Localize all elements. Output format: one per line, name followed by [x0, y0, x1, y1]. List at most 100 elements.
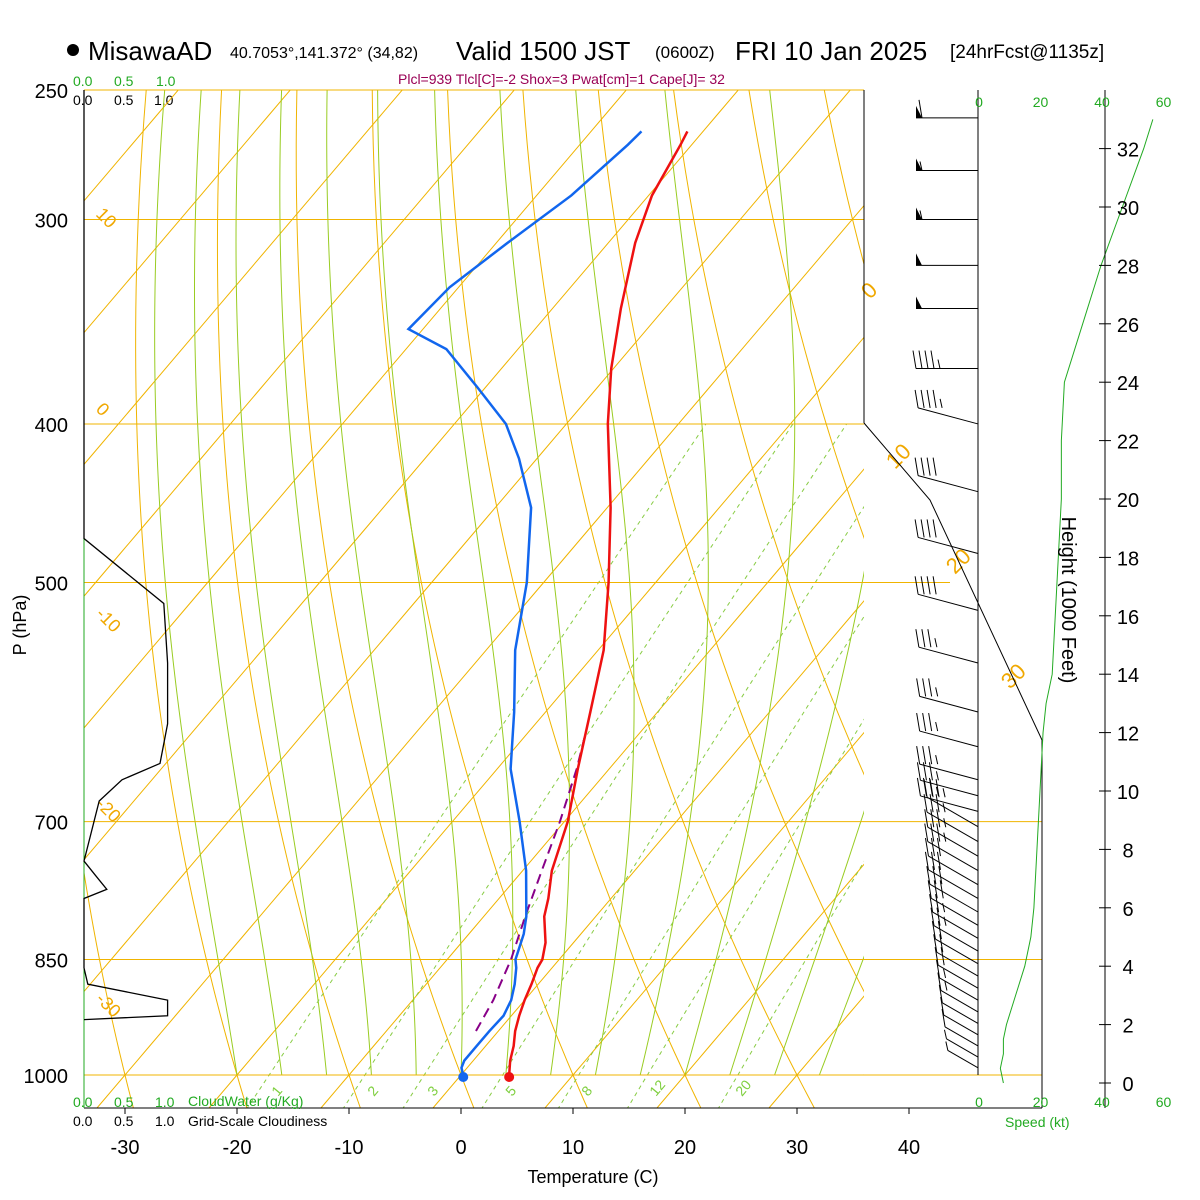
wind-barb: [916, 712, 979, 748]
wind-barb: [915, 629, 979, 664]
height-tick-label: 10: [1117, 782, 1139, 804]
isotherm-line: [768, 995, 864, 1108]
height-tick-label: 24: [1117, 373, 1139, 395]
isotherm-line: [84, 90, 515, 597]
valid-time: Valid 1500 JST: [456, 36, 631, 66]
cloud-scale-bottom-black: 0.0: [73, 1113, 93, 1129]
wind-barb: [916, 296, 978, 309]
height-tick-label: 14: [1117, 665, 1139, 687]
wind-barb: [930, 907, 979, 952]
isotherm-line: [84, 90, 739, 861]
height-tick-label: 6: [1122, 899, 1133, 921]
moist-adiabat-line: [818, 955, 864, 1076]
x-tick-label: 40: [898, 1137, 920, 1159]
height-tick-label: 28: [1117, 256, 1139, 278]
surface-dewpoint-point: [458, 1072, 469, 1082]
wind-barb: [943, 1029, 979, 1058]
height-tick-label: 18: [1117, 548, 1139, 570]
pressure-tick-label: 250: [35, 81, 68, 103]
dry-adiabat-label: 0: [856, 277, 882, 303]
wind-barb: [916, 253, 978, 266]
speed-tick-label-top: 20: [1033, 94, 1049, 110]
wind-barb: [936, 959, 979, 1001]
wind-barbs: [912, 90, 979, 1075]
wind-barb: [914, 457, 979, 493]
mixing-ratio-line: [481, 505, 864, 1108]
x-tick-label: 30: [786, 1137, 808, 1159]
dry-adiabat-line: [673, 90, 864, 776]
wind-barb: [914, 389, 979, 425]
moist-adiabat-line: [774, 810, 864, 1076]
cloud-scale-bottom-black: 0.5: [114, 1113, 134, 1129]
isotherm-line: [851, 61, 1200, 1143]
wind-barb: [934, 947, 979, 989]
height-tick-label: 0: [1122, 1074, 1133, 1096]
height-tick-label: 16: [1117, 607, 1139, 629]
wind-barb: [916, 158, 978, 172]
cloud-scale-green-0: 0.0: [73, 73, 93, 89]
mixing-ratio-line: [342, 423, 794, 1108]
wind-barb: [916, 746, 979, 781]
pressure-axis-title: P (hPa): [10, 595, 30, 656]
dry-adiabat-line: [823, 90, 864, 267]
dry-adiabat-line: [295, 90, 475, 1108]
wind-barb: [926, 866, 979, 913]
pressure-tick-label: 500: [35, 574, 68, 596]
moist-adiabat-line: [684, 90, 796, 1076]
speed-tick-label-top: 0: [975, 94, 983, 110]
dry-adiabat-line: [216, 90, 361, 1108]
mixing-ratio-label: 5: [502, 1083, 519, 1099]
isotherm-line: [963, 61, 1200, 1143]
mixing-ratio-line: [626, 718, 864, 1108]
wind-barb: [914, 576, 979, 611]
cloud-scale-green-2: 1.0: [156, 73, 176, 89]
height-tick-label: 26: [1117, 315, 1139, 337]
wind-barb: [914, 519, 979, 554]
moist-adiabat-line: [154, 90, 238, 1076]
dry-adiabat-line: [371, 90, 588, 1108]
mixing-ratio-line: [246, 423, 707, 1108]
isotherm-line: [656, 863, 864, 1108]
dry-adiabat-label: 30: [996, 659, 1031, 694]
x-tick-label: -30: [111, 1137, 140, 1159]
speed-tick-label-bottom: 20: [1033, 1094, 1049, 1110]
moist-adiabat-line: [639, 90, 709, 1076]
height-axis-title: Height (1000 Feet): [1057, 517, 1079, 684]
profiles: [83, 90, 1154, 1084]
mixing-ratio-label: 2: [364, 1083, 381, 1099]
wind-barb: [945, 1041, 979, 1069]
isotherm-label: -10: [92, 604, 125, 637]
wind-barb: [931, 921, 979, 965]
x-tick-label: 20: [674, 1137, 696, 1159]
axes: -30 -20 -10 0 10 20 30 402503004005007008501000…: [24, 81, 1172, 1159]
cloud-scale-bottom-green: 0.0: [73, 1094, 93, 1110]
wind-barb: [916, 99, 978, 119]
speed-tick-label-top: 40: [1094, 94, 1110, 110]
forecast-info: [24hrFcst@1135z]: [950, 42, 1104, 63]
x-tick-label: -20: [223, 1137, 252, 1159]
cloud-scale-black-0: 0.0: [73, 92, 93, 108]
speed-tick-label-bottom: 60: [1156, 1094, 1172, 1110]
isotherm-label: -30: [92, 989, 125, 1022]
x-tick-label: 0: [455, 1137, 466, 1159]
cloudiness-label: Grid-Scale Cloudiness: [188, 1113, 327, 1129]
cloud-scale-bottom-green: 1.0: [155, 1094, 175, 1110]
moist-adiabat-line: [326, 90, 417, 1076]
dewpoint-line: [406, 130, 643, 1076]
dry-adiabat-line: [447, 90, 702, 1108]
temperature-line: [507, 130, 689, 1076]
dry-adiabat-label: 10: [881, 439, 916, 474]
speed-tick-label-bottom: 40: [1094, 1094, 1110, 1110]
parcel-line: [475, 735, 587, 1032]
pressure-tick-label: 850: [35, 951, 68, 973]
moist-adiabat-line: [279, 90, 372, 1076]
isotherm-line: [96, 204, 864, 1108]
speed-profile-line: [999, 119, 1154, 1084]
wind-barb: [916, 678, 979, 713]
mixing-ratio-label: 3: [424, 1083, 441, 1099]
speed-label: Speed (kt): [1005, 1114, 1070, 1130]
cloud-scale-bottom-green: 0.5: [114, 1094, 134, 1110]
wind-barb: [924, 851, 979, 899]
station-name: MisawaAD: [88, 36, 212, 66]
